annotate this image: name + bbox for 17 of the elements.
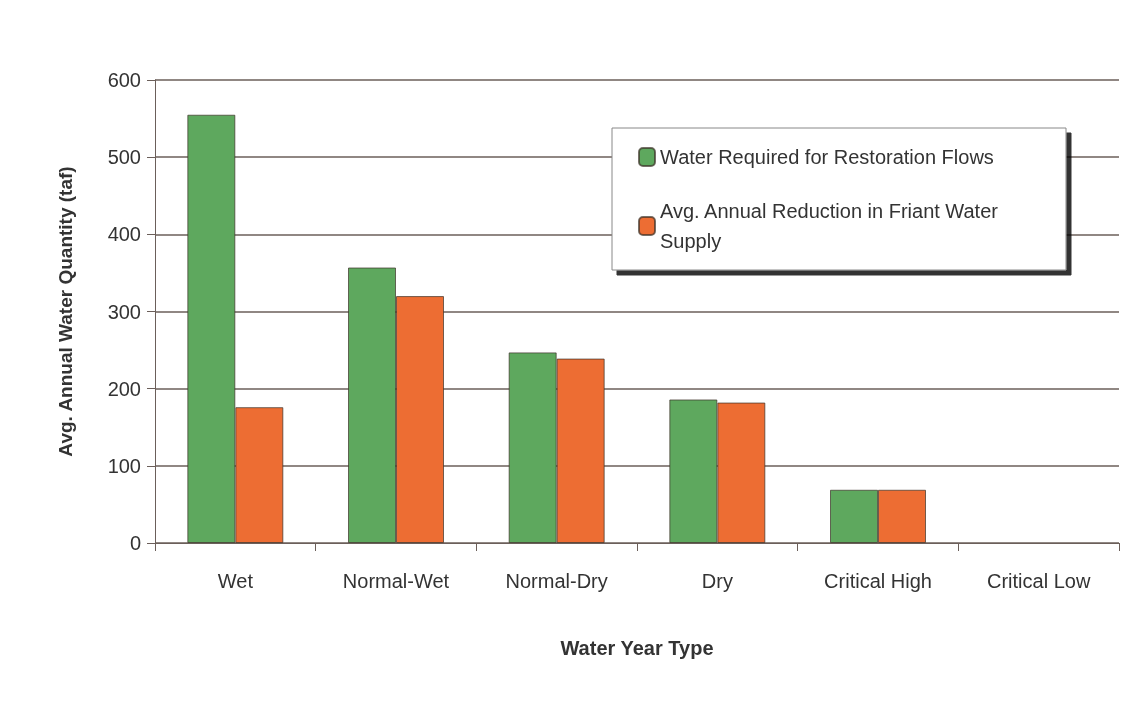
y-tick-label: 200 — [107, 377, 141, 400]
y-tick-label: 100 — [107, 454, 141, 477]
y-axis-title: Avg. Annual Water Quantity (taf) — [55, 166, 76, 457]
y-tick-label: 600 — [107, 69, 141, 91]
x-tick-label: Dry — [701, 570, 733, 592]
x-tick-label: Wet — [217, 570, 254, 592]
legend-label: Avg. Annual Reduction in Friant Water Supply — [660, 200, 1004, 252]
x-tick-label: Normal-Dry — [505, 570, 608, 592]
x-tick-label: Normal-Wet — [342, 570, 450, 592]
x-tick-label: Critical Low — [986, 570, 1091, 592]
x-tick-label: Critical High — [824, 570, 932, 592]
x-axis-title: Water Year Type — [560, 637, 714, 659]
y-tick-label: 300 — [107, 300, 141, 323]
legend-label: Water Required for Restoration Flows — [660, 146, 994, 168]
y-tick-label: 400 — [107, 223, 141, 246]
y-tick-label: 500 — [107, 146, 141, 169]
y-tick-label: 0 — [129, 532, 141, 554]
